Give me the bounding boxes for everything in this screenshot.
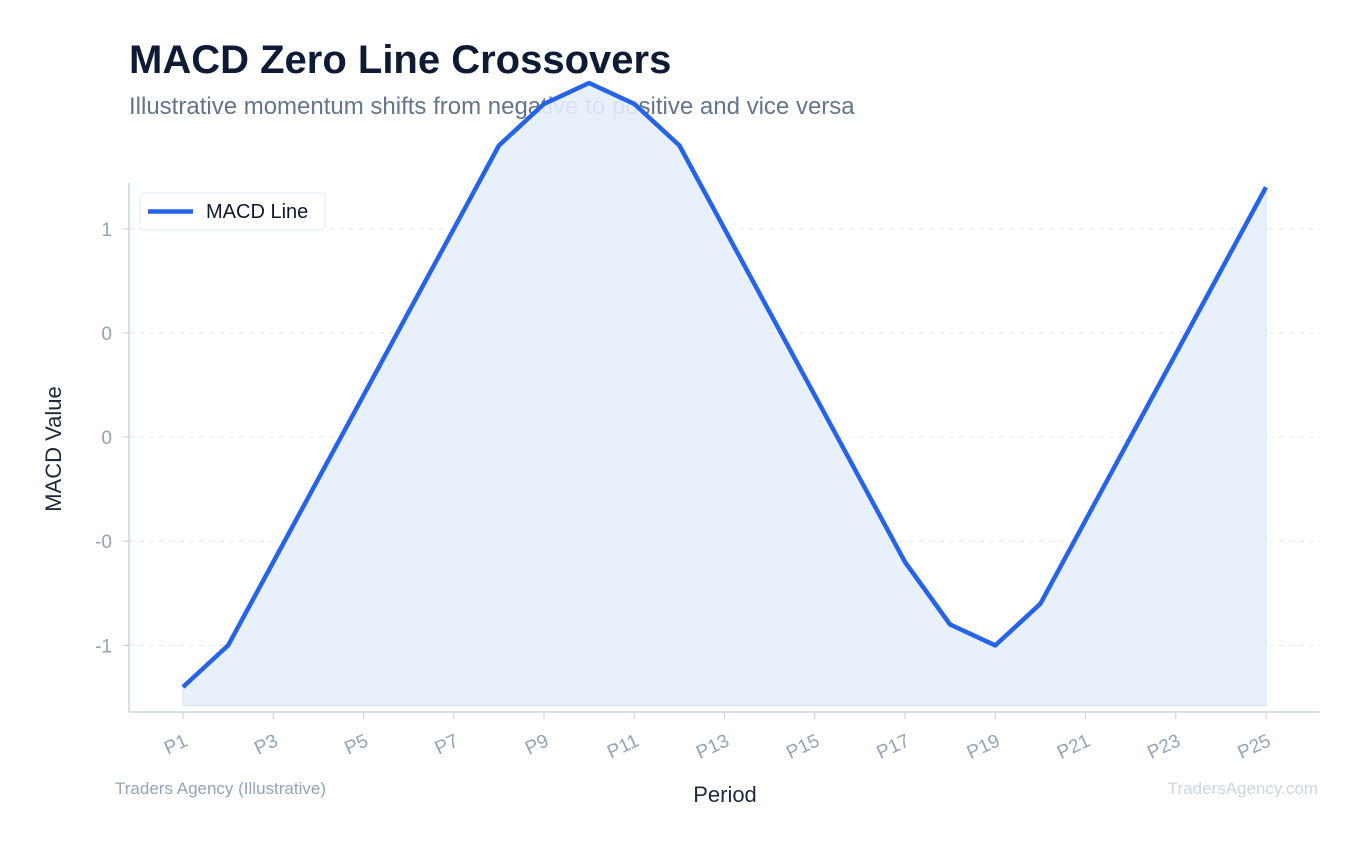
x-tick-label: P23 (1144, 730, 1184, 763)
y-tick-label: -1 (95, 636, 112, 657)
x-tick-label: P7 (432, 730, 462, 759)
x-tick-label: P11 (604, 730, 642, 763)
legend-label-macd: MACD Line (206, 201, 308, 223)
y-axis-ticks: 1 0 0 -0 -1 (95, 220, 129, 657)
chart-subtitle: Illustrative momentum shifts from negati… (129, 93, 855, 120)
x-axis-title: Period (693, 782, 757, 807)
x-tick-label: P3 (251, 730, 281, 759)
y-tick-label: 0 (101, 428, 112, 449)
y-tick-label: 0 (101, 324, 112, 345)
x-tick-label: P15 (783, 730, 823, 763)
watermark: TradersAgency.com (1167, 779, 1318, 798)
x-tick-label: P25 (1235, 730, 1275, 763)
y-tick-label: 1 (101, 220, 112, 241)
x-tick-label: P1 (161, 730, 191, 759)
x-axis-ticks: P1 P3 P5 P7 P9 P11 P13 P15 P17 P19 P21 P23 P25 (161, 712, 1274, 764)
y-axis-title: MACD Value (41, 386, 66, 512)
x-tick-label: P17 (874, 730, 914, 763)
chart-legend: MACD Line (139, 192, 326, 231)
source-credit: Traders Agency (Illustrative) (115, 779, 326, 798)
x-tick-label: P19 (964, 730, 1004, 763)
x-tick-label: P9 (522, 730, 552, 759)
chart-title: MACD Zero Line Crossovers (129, 38, 672, 82)
x-tick-label: P5 (342, 730, 372, 759)
y-tick-label: -0 (95, 532, 112, 553)
macd-series-line (181, 80, 1268, 689)
macd-area-fill (182, 82, 1267, 707)
x-tick-label: P13 (693, 730, 733, 763)
x-tick-label: P21 (1054, 730, 1094, 763)
legend-box (139, 192, 326, 231)
